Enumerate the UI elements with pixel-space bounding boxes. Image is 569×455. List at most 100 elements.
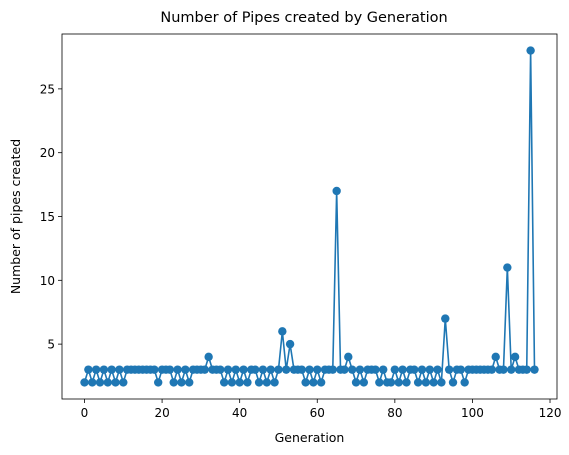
- data-point: [340, 365, 349, 374]
- data-point: [379, 365, 388, 374]
- x-tick-label: 60: [310, 406, 325, 420]
- data-point: [503, 263, 512, 272]
- data-point: [305, 365, 314, 374]
- data-point: [413, 378, 423, 387]
- data-point: [394, 378, 403, 387]
- data-point: [347, 365, 357, 374]
- data-point: [421, 378, 431, 387]
- data-point: [169, 378, 178, 387]
- data-points: [80, 46, 539, 387]
- data-point: [390, 365, 400, 374]
- data-point: [223, 365, 233, 374]
- data-point: [285, 339, 295, 349]
- y-tick-label: 20: [40, 146, 55, 160]
- data-point: [254, 378, 264, 387]
- data-point: [398, 365, 407, 374]
- data-point: [437, 378, 446, 387]
- data-point: [103, 378, 112, 387]
- chart-title: Number of Pipes created by Generation: [160, 10, 447, 26]
- data-point: [119, 378, 128, 387]
- data-point: [328, 365, 337, 374]
- data-point: [91, 365, 101, 374]
- data-point: [231, 365, 240, 374]
- data-point: [235, 378, 244, 387]
- data-point: [410, 365, 419, 374]
- y-tick-label: 10: [40, 274, 55, 288]
- plot-area: 0 20 40 60 80 100 120 5 10 15 20 25: [40, 33, 562, 420]
- data-point: [165, 365, 175, 374]
- data-point: [216, 365, 225, 374]
- data-point: [274, 365, 283, 374]
- x-axis-ticks: 0 20 40 60 80 100 120: [81, 399, 562, 420]
- data-point: [266, 365, 275, 374]
- y-tick-label: 5: [47, 338, 55, 352]
- data-point: [99, 365, 109, 374]
- data-point: [456, 365, 465, 374]
- data-point: [522, 365, 531, 374]
- data-point: [487, 365, 497, 374]
- y-axis-label: Number of pipes created: [8, 139, 23, 294]
- data-point: [173, 365, 182, 374]
- data-point: [309, 378, 318, 387]
- data-point: [507, 365, 516, 374]
- data-point: [250, 365, 260, 374]
- data-point: [526, 46, 535, 55]
- data-point: [258, 365, 268, 374]
- data-point: [204, 352, 213, 362]
- data-point: [444, 365, 454, 374]
- x-axis-label: Generation: [275, 430, 345, 445]
- data-point: [386, 378, 396, 387]
- data-point: [239, 365, 248, 374]
- data-point: [355, 365, 365, 374]
- y-axis-ticks: 5 10 15 20 25: [40, 82, 62, 352]
- data-point: [297, 365, 306, 374]
- data-point: [181, 365, 190, 374]
- data-point: [95, 378, 105, 387]
- data-point: [243, 378, 252, 387]
- data-point: [316, 378, 326, 387]
- data-point: [270, 378, 279, 387]
- data-point: [227, 378, 237, 387]
- data-point: [510, 352, 520, 362]
- x-tick-label: 0: [81, 406, 89, 420]
- data-point: [185, 378, 194, 387]
- data-point: [530, 365, 539, 374]
- data-point: [425, 365, 434, 374]
- data-point: [150, 365, 159, 374]
- data-point: [177, 378, 186, 387]
- data-point: [491, 352, 500, 362]
- data-point: [448, 378, 458, 387]
- data-point: [332, 186, 341, 196]
- data-point: [351, 378, 361, 387]
- data-point: [359, 378, 369, 387]
- data-point: [371, 365, 380, 374]
- data-point: [460, 378, 469, 387]
- data-point: [262, 378, 272, 387]
- data-point: [88, 378, 97, 387]
- x-tick-label: 100: [461, 406, 484, 420]
- data-point: [84, 365, 93, 374]
- plot-background: [62, 34, 557, 399]
- data-point: [344, 352, 353, 362]
- x-tick-label: 80: [387, 406, 402, 420]
- data-point: [200, 365, 209, 374]
- data-point: [441, 314, 450, 323]
- x-tick-label: 120: [539, 406, 562, 420]
- data-point: [278, 327, 287, 336]
- data-point: [80, 378, 89, 387]
- y-tick-label: 25: [40, 82, 55, 96]
- y-tick-label: 15: [40, 210, 55, 224]
- x-tick-label: 20: [154, 406, 169, 420]
- data-point: [111, 378, 120, 387]
- data-point: [429, 378, 438, 387]
- data-point: [115, 365, 124, 374]
- data-point: [282, 365, 291, 374]
- data-point: [375, 378, 384, 387]
- data-point: [313, 365, 322, 374]
- data-point: [154, 378, 163, 387]
- data-point: [417, 365, 427, 374]
- data-point: [301, 378, 310, 387]
- data-point: [107, 365, 116, 374]
- plot-frame: [61, 33, 558, 400]
